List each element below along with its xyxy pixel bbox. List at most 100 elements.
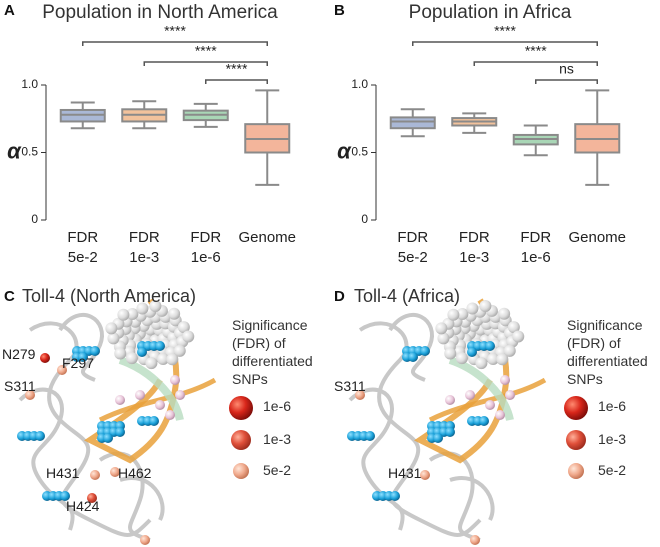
legend-label: 1e-6 xyxy=(263,398,292,414)
ribbon xyxy=(388,313,434,382)
residue-sphere xyxy=(110,467,120,477)
atom xyxy=(467,347,477,357)
atom xyxy=(126,308,139,321)
atom xyxy=(78,352,88,362)
atom xyxy=(507,321,520,334)
residue-sphere xyxy=(470,535,480,545)
atom xyxy=(390,491,400,501)
sheet xyxy=(118,356,184,422)
y-tick-label: 0 xyxy=(31,212,38,226)
y-tick-label: 0 xyxy=(361,212,368,226)
atom xyxy=(114,347,127,360)
atom xyxy=(496,353,509,366)
atom xyxy=(115,395,125,405)
atom xyxy=(155,400,165,410)
atom xyxy=(107,332,120,345)
helix xyxy=(98,377,217,423)
atom xyxy=(498,307,511,320)
atom xyxy=(437,332,450,345)
x-tick-label: Genome xyxy=(568,229,627,246)
panel-label: D xyxy=(334,288,345,305)
x-tick-label: FDR 5e-2 xyxy=(67,229,99,266)
atom xyxy=(420,346,430,356)
residue-sphere xyxy=(420,470,430,480)
atom xyxy=(90,346,100,356)
residue-label: H431 xyxy=(46,465,80,481)
atom xyxy=(465,390,475,400)
atom xyxy=(177,321,190,334)
residue-label: F297 xyxy=(62,355,94,371)
legend-label: 5e-2 xyxy=(598,462,627,478)
significance-bracket xyxy=(205,79,268,84)
helix xyxy=(428,377,547,423)
significance-bracket xyxy=(143,61,268,66)
legend-label: 5e-2 xyxy=(263,462,292,478)
significance-label: **** xyxy=(195,43,217,59)
atom xyxy=(117,308,130,321)
significance-bracket xyxy=(473,61,598,66)
atom xyxy=(165,410,175,420)
atom xyxy=(115,427,125,437)
atom xyxy=(475,357,488,370)
atom xyxy=(485,400,495,410)
atom xyxy=(433,433,443,443)
atom xyxy=(149,416,159,426)
atom xyxy=(60,491,70,501)
atom xyxy=(137,347,147,357)
atom xyxy=(456,308,469,321)
significance-label: **** xyxy=(494,23,516,39)
y-axis-label: α xyxy=(337,138,352,163)
atom xyxy=(105,322,118,335)
ribbon xyxy=(58,313,104,382)
significance-bracket xyxy=(535,79,598,84)
atom xyxy=(479,300,492,313)
box xyxy=(389,116,436,130)
atom xyxy=(505,390,515,400)
y-axis-label: α xyxy=(7,138,22,163)
x-tick-label: FDR 1e-3 xyxy=(458,229,490,266)
panel-label: B xyxy=(334,2,345,19)
significance-bracket xyxy=(82,41,268,46)
atom xyxy=(155,341,165,351)
legend-sphere xyxy=(229,396,253,420)
legend-label: 1e-6 xyxy=(598,398,627,414)
legend-sphere xyxy=(566,430,586,450)
atom xyxy=(35,431,45,441)
x-tick-label: FDR 1e-6 xyxy=(520,229,552,266)
atom xyxy=(125,352,138,365)
atom xyxy=(173,344,186,357)
ribbon xyxy=(119,476,165,521)
atom xyxy=(170,375,180,385)
legend-sphere xyxy=(231,430,251,450)
atom xyxy=(455,352,468,365)
y-tick-label: 1.0 xyxy=(21,77,38,91)
atom xyxy=(175,390,185,400)
atom xyxy=(500,375,510,385)
residue-sphere xyxy=(140,535,150,545)
residue-label: S311 xyxy=(334,378,366,394)
significance-label: **** xyxy=(525,43,547,59)
atom xyxy=(149,300,162,313)
x-tick-label: FDR 1e-3 xyxy=(128,229,160,266)
legend-title: Significance (FDR) of differentiated SNP… xyxy=(567,317,648,387)
residue-label: S311 xyxy=(4,378,36,394)
y-tick-label: 0.5 xyxy=(21,145,38,159)
residue-label: N279 xyxy=(2,346,36,362)
atom xyxy=(365,431,375,441)
ribbon xyxy=(18,387,75,531)
legend-sphere xyxy=(564,396,588,420)
atom xyxy=(435,322,448,335)
panel-label: A xyxy=(4,2,15,19)
y-tick-label: 1.0 xyxy=(351,77,368,91)
residue-sphere xyxy=(87,493,97,503)
legend-sphere xyxy=(233,463,249,479)
atom xyxy=(135,390,145,400)
legend-label: 1e-3 xyxy=(263,431,292,447)
residue-sphere xyxy=(355,390,365,400)
panel-label: C xyxy=(4,288,15,305)
atom xyxy=(466,302,479,315)
atom xyxy=(408,352,418,362)
x-tick-label: Genome xyxy=(238,229,297,246)
atom xyxy=(485,341,495,351)
significance-label: ns xyxy=(559,61,574,77)
